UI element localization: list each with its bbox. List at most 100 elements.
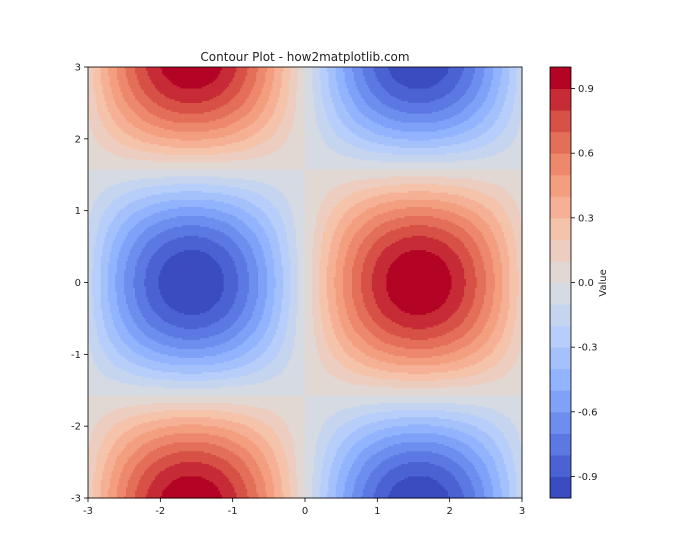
contour-cell (111, 90, 122, 93)
contour-cell (498, 427, 518, 431)
contour-cell (370, 314, 386, 318)
contour-cell (88, 210, 93, 214)
contour-cell (305, 199, 324, 203)
contour-cell (165, 119, 217, 122)
contour-cell (263, 108, 275, 111)
contour-cell (328, 298, 337, 302)
contour-cell (144, 332, 165, 336)
contour-cell (305, 246, 315, 249)
contour-cell (116, 124, 134, 127)
contour-cell (294, 449, 306, 452)
contour-cell (305, 435, 319, 438)
contour-cell (88, 329, 98, 332)
contour-cell (446, 93, 465, 97)
contour-cell (118, 81, 129, 84)
contour-cell (88, 259, 95, 262)
contour-cell (163, 74, 219, 77)
contour-cell (493, 293, 503, 296)
contour-cell (265, 259, 275, 262)
contour-cell (400, 336, 438, 339)
contour-cell (474, 374, 507, 377)
contour-cell (125, 260, 138, 264)
contour-cell (464, 277, 478, 280)
contour-cell (104, 415, 134, 418)
contour-cell (465, 92, 478, 95)
contour-cell (487, 368, 512, 372)
contour-cell (305, 217, 317, 221)
contour-cell (335, 275, 344, 278)
contour-cell (281, 262, 292, 266)
contour-cell (91, 352, 105, 355)
contour-cell (100, 300, 109, 303)
contour-cell (274, 68, 284, 72)
contour-cell (456, 160, 523, 163)
contour-cell (305, 135, 322, 138)
contour-cell (297, 307, 306, 311)
contour-cell (88, 192, 102, 196)
contour-cell (285, 228, 297, 232)
contour-cell (464, 68, 476, 72)
contour-cell (487, 95, 498, 99)
contour-cell (496, 119, 510, 122)
contour-cell (462, 357, 485, 361)
contour-cell (467, 119, 485, 122)
contour-cell (294, 338, 306, 341)
contour-cell (355, 309, 368, 312)
contour-cell (261, 420, 286, 424)
contour-cell (377, 133, 460, 136)
contour-cell (312, 277, 321, 280)
contour-cell (357, 106, 371, 109)
contour-cell (223, 316, 239, 320)
contour-cell (279, 124, 293, 127)
contour-cell (312, 70, 321, 73)
contour-cell (234, 205, 257, 208)
contour-cell (514, 101, 523, 104)
contour-cell (247, 323, 259, 327)
contour-cell (276, 286, 284, 289)
contour-cell (290, 77, 299, 81)
contour-cell (88, 284, 93, 287)
contour-cell (373, 131, 465, 135)
contour-cell (268, 217, 283, 221)
contour-cell (238, 196, 265, 199)
contour-cell (377, 239, 400, 242)
contour-cell (107, 67, 118, 70)
contour-cell (248, 350, 266, 354)
contour-cell (272, 81, 283, 84)
contour-cell (288, 242, 297, 246)
contour-cell (357, 313, 369, 316)
contour-cell (182, 225, 201, 228)
contour-cell (256, 217, 270, 221)
contour-cell (120, 453, 134, 456)
contour-cell (484, 302, 494, 305)
contour-cell (248, 438, 266, 442)
contour-cell (297, 255, 306, 258)
contour-cell (135, 338, 152, 341)
contour-cell (160, 316, 225, 320)
contour-cell (478, 248, 491, 251)
contour-cell (88, 296, 95, 300)
contour-cell (116, 70, 127, 73)
contour-cell (100, 296, 109, 300)
contour-cell (290, 298, 299, 302)
contour-cell (106, 101, 116, 104)
contour-cell (259, 322, 270, 325)
contour-cell (348, 246, 360, 249)
contour-cell (312, 311, 322, 314)
contour-cell (241, 251, 254, 255)
contour-cell (133, 282, 145, 285)
contour-cell (88, 269, 93, 273)
contour-cell (88, 115, 100, 118)
contour-cell (352, 280, 362, 284)
contour-cell (116, 438, 134, 442)
contour-cell (377, 429, 460, 433)
contour-cell (314, 106, 326, 109)
contour-cell (482, 217, 498, 221)
contour-cell (113, 363, 136, 366)
contour-cell (489, 181, 523, 185)
contour-cell (135, 70, 149, 73)
contour-cell (512, 198, 523, 201)
contour-cell (512, 458, 523, 461)
contour-cell (288, 316, 297, 320)
contour-cell (509, 295, 518, 298)
